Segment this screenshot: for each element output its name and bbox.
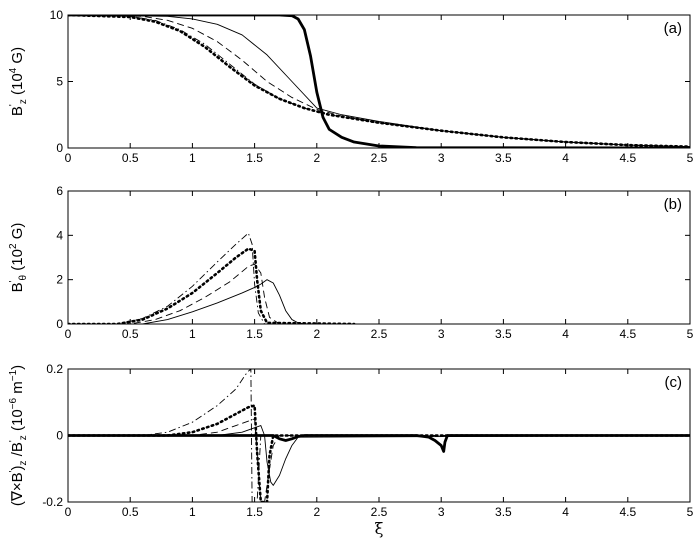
x-tick-label: 4.5 [619,151,636,165]
series-line-thin-solid [68,425,690,486]
x-tick-label: 5 [687,327,694,341]
x-tick-label: 0 [65,151,72,165]
series-line-dotted [68,404,690,502]
y-tick-label: 0 [56,317,63,331]
x-tick-label: 3 [438,505,445,519]
y-tick-label: 0.2 [46,362,63,376]
x-tick-label: 0.5 [122,505,139,519]
x-tick-label: 4.5 [619,327,636,341]
x-axis-label: ξ [375,519,384,538]
series-line-thick-solid [68,15,690,148]
series-line-dotted [68,247,356,324]
x-tick-label: 1.5 [246,327,263,341]
x-tick-label: 3.5 [495,151,512,165]
panel-label: (b) [664,196,682,213]
x-tick-label: 0 [65,505,72,519]
series-line-dashed [68,263,690,324]
x-tick-label: 4 [562,327,569,341]
x-tick-label: 3.5 [495,327,512,341]
x-tick-label: 5 [687,505,694,519]
plot-area-frame [67,14,691,149]
y-axis-label: B'z (104 G) [8,47,29,116]
x-tick-label: 2.5 [371,505,388,519]
x-tick-label: 1.5 [246,151,263,165]
series-line-dash-dot [68,15,690,148]
x-tick-label: 4.5 [619,505,636,519]
panel-label: (c) [665,374,683,391]
y-axis-label: B'θ (102 G) [8,223,29,293]
series-line-dash-dot [68,369,690,502]
y-tick-label: 2 [56,273,63,287]
y-tick-label: 0 [56,429,63,443]
series-line-dotted [68,15,690,148]
series-line-dash-dot [68,232,690,324]
x-tick-label: 0.5 [122,151,139,165]
x-tick-label: 2.5 [371,327,388,341]
series-line-thick-solid [68,434,690,453]
x-tick-label: 1 [189,327,196,341]
x-tick-label: 2 [313,327,320,341]
x-tick-label: 3.5 [495,505,512,519]
x-tick-label: 1 [189,151,196,165]
series-line-dashed [68,15,690,148]
series-line-dashed [68,418,690,502]
x-tick-label: 4 [562,505,569,519]
x-tick-label: 3 [438,327,445,341]
y-tick-label: 6 [56,184,63,198]
x-tick-label: 4 [562,151,569,165]
series-line-thin-solid [68,15,690,148]
y-axis-label: (∇×B')z /B'z (10−6 m−1) [8,365,29,506]
y-tick-label: 5 [56,75,63,89]
y-tick-label: 0 [56,141,63,155]
y-tick-label: -0.2 [42,495,63,509]
x-tick-label: 2 [313,151,320,165]
x-tick-label: 2.5 [371,151,388,165]
x-tick-label: 2 [313,505,320,519]
x-tick-label: 0.5 [122,327,139,341]
y-tick-label: 4 [56,228,63,242]
x-tick-label: 1 [189,505,196,519]
plot-area-frame [67,190,691,325]
x-tick-label: 3 [438,151,445,165]
panel-label: (a) [664,20,682,37]
y-tick-label: 10 [50,8,64,22]
x-tick-label: 0 [65,327,72,341]
series-line-thin-solid [68,279,690,324]
x-tick-label: 5 [687,151,694,165]
x-tick-label: 1.5 [246,505,263,519]
